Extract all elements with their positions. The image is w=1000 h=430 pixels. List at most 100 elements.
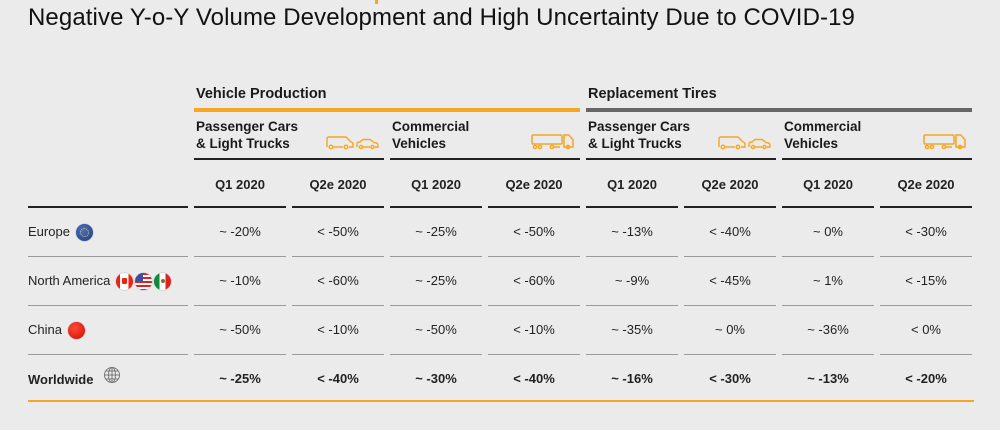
- group-bar-gray: [586, 108, 972, 112]
- canada-flag-icon: [116, 272, 134, 290]
- volume-table-container: Vehicle Production Replacement Tires Pas…: [28, 84, 974, 402]
- subgroup-line1: Commercial: [784, 119, 862, 134]
- subgroup-commercial-rt: Commercial Vehicles: [782, 118, 972, 160]
- value-cell: ~ -36%: [782, 306, 874, 355]
- value-cell: < -20%: [880, 355, 972, 404]
- value-cell: ~ -9%: [586, 257, 678, 306]
- region-flags: [99, 356, 121, 404]
- value-text: ~ -25%: [390, 257, 482, 306]
- column-header-label: Q2e 2020: [684, 162, 776, 208]
- value-cell: < 0%: [880, 306, 972, 355]
- region-label: North America: [28, 273, 111, 288]
- group-label: Replacement Tires: [588, 86, 717, 102]
- car-and-van-icon: [324, 134, 380, 154]
- column-header: Q2e 2020: [880, 162, 972, 208]
- value-cell: ~ 1%: [782, 257, 874, 306]
- group-label: Vehicle Production: [196, 86, 327, 102]
- column-header-label: Q1 2020: [194, 162, 286, 208]
- truck-icon: [530, 132, 576, 154]
- value-text: ~ 0%: [684, 306, 776, 355]
- column-header-label: Q1 2020: [782, 162, 874, 208]
- value-cell: ~ -25%: [390, 257, 482, 306]
- value-text: < -50%: [488, 208, 580, 257]
- value-cell: ~ -25%: [390, 208, 482, 257]
- column-header-label: Q1 2020: [390, 162, 482, 208]
- value-cell: ~ 0%: [782, 208, 874, 257]
- eu-flag-icon: [75, 223, 93, 241]
- row-header: North America: [28, 257, 188, 306]
- page-title: Negative Y-o-Y Volume Development and Hi…: [28, 4, 855, 31]
- value-text: ~ -13%: [586, 208, 678, 257]
- value-cell: < -40%: [684, 208, 776, 257]
- volume-table: Q1 2020 Q2e 2020 Q1 2020 Q2e 2020 Q1 2020 Q2e…: [28, 162, 972, 404]
- table-row: China ~ -50% < -10% ~ -50% < -10% ~ -35% ~ 0% ~…: [28, 306, 972, 355]
- group-bar-orange: [194, 108, 580, 112]
- value-text: ~ 1%: [782, 257, 874, 306]
- value-text: < -60%: [292, 257, 384, 306]
- car-and-van-icon: [716, 134, 772, 154]
- value-text: < -40%: [513, 371, 555, 386]
- total-row: Worldwide ~ -25% < -40% ~ -30% < -40% ~ -16% <…: [28, 355, 972, 404]
- region-cell: Worldwide: [28, 355, 188, 404]
- value-text: ~ -30%: [415, 371, 457, 386]
- subgroup-commercial-vp: Commercial Vehicles: [390, 118, 580, 160]
- value-text: < -10%: [488, 306, 580, 355]
- value-text: < -15%: [880, 257, 972, 306]
- value-text: ~ -10%: [194, 257, 286, 306]
- table-row: North America ~ -10% < -60% ~ -25% < -60% ~ -…: [28, 257, 972, 306]
- value-cell: ~ -10%: [194, 257, 286, 306]
- value-text: ~ -16%: [611, 371, 653, 386]
- region-label: Worldwide: [28, 371, 94, 387]
- value-text: < -30%: [880, 208, 972, 257]
- value-cell: < -60%: [292, 257, 384, 306]
- value-text: < -50%: [292, 208, 384, 257]
- column-header: Q2e 2020: [292, 162, 384, 208]
- column-header-label: Q2e 2020: [880, 162, 972, 208]
- value-cell: < -40%: [292, 355, 384, 404]
- column-header: Q1 2020: [782, 162, 874, 208]
- group-headers: Vehicle Production Replacement Tires: [28, 84, 974, 112]
- subgroup-line2: Vehicles: [392, 136, 447, 151]
- region-cell: North America: [28, 257, 188, 306]
- value-text: ~ 0%: [782, 208, 874, 257]
- value-cell: < -10%: [292, 306, 384, 355]
- value-cell: < -30%: [684, 355, 776, 404]
- corner-cell: [28, 162, 188, 208]
- value-text: < -30%: [709, 371, 751, 386]
- value-cell: ~ -20%: [194, 208, 286, 257]
- value-text: ~ -50%: [194, 306, 286, 355]
- column-header-label: Q1 2020: [586, 162, 678, 208]
- value-cell: < -45%: [684, 257, 776, 306]
- value-text: ~ -9%: [586, 257, 678, 306]
- value-cell: ~ -25%: [194, 355, 286, 404]
- globe-icon: [103, 356, 121, 404]
- region-flags: [67, 321, 85, 339]
- value-text: ~ -35%: [586, 306, 678, 355]
- row-header: China: [28, 306, 188, 355]
- value-text: < -60%: [488, 257, 580, 306]
- value-text: ~ -50%: [390, 306, 482, 355]
- value-cell: ~ -13%: [782, 355, 874, 404]
- value-cell: < -30%: [880, 208, 972, 257]
- subgroup-passenger-cars-vp: Passenger Cars & Light Trucks: [194, 118, 384, 160]
- subgroup-line2: & Light Trucks: [588, 136, 682, 151]
- value-cell: < -10%: [488, 306, 580, 355]
- value-cell: ~ 0%: [684, 306, 776, 355]
- value-cell: ~ -35%: [586, 306, 678, 355]
- region-cell: China: [28, 306, 188, 355]
- row-header: Europe: [28, 208, 188, 257]
- value-cell: < -15%: [880, 257, 972, 306]
- column-header: Q2e 2020: [684, 162, 776, 208]
- truck-icon: [922, 132, 968, 154]
- value-text: < 0%: [880, 306, 972, 355]
- value-cell: ~ -13%: [586, 208, 678, 257]
- column-header-label: Q2e 2020: [488, 162, 580, 208]
- subgroup-headers: Passenger Cars & Light Trucks Commercial…: [28, 118, 974, 162]
- subgroup-passenger-cars-rt: Passenger Cars & Light Trucks: [586, 118, 776, 160]
- row-header: Worldwide: [28, 355, 188, 404]
- table-bottom-rule: [28, 400, 974, 402]
- column-header: Q2e 2020: [488, 162, 580, 208]
- value-cell: ~ -50%: [390, 306, 482, 355]
- column-header: Q1 2020: [390, 162, 482, 208]
- value-text: ~ -36%: [782, 306, 874, 355]
